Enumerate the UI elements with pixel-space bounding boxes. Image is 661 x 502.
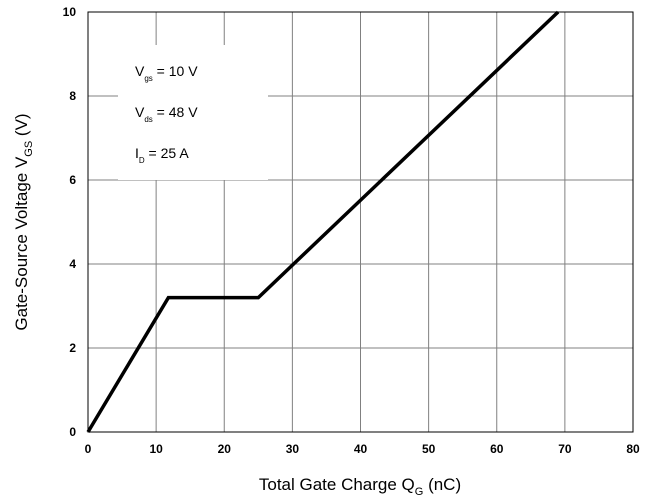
y-axis-title-sub: GS (23, 141, 35, 157)
y-tick-label: 2 (69, 341, 76, 355)
y-tick-label: 10 (63, 5, 77, 19)
annotation-value: = 25 A (145, 145, 190, 161)
x-tick-label: 70 (558, 442, 572, 456)
y-axis-title-tail: (V) (12, 113, 31, 140)
x-tick-label: 80 (626, 442, 640, 456)
x-axis-title-sub: G (415, 486, 424, 498)
x-axis-title-main: Total Gate Charge Q (259, 475, 415, 494)
x-axis-title-tail: (nC) (423, 475, 461, 494)
x-tick-label: 60 (490, 442, 504, 456)
x-tick-labels: 0 10 20 30 40 50 60 70 80 (85, 442, 640, 456)
y-tick-label: 8 (69, 89, 76, 103)
y-tick-label: 4 (69, 257, 76, 271)
y-tick-label: 6 (69, 173, 76, 187)
x-tick-label: 10 (149, 442, 163, 456)
y-tick-labels: 0 2 4 6 8 10 (63, 5, 77, 439)
x-tick-label: 30 (286, 442, 300, 456)
x-tick-label: 0 (85, 442, 92, 456)
x-tick-label: 20 (218, 442, 232, 456)
y-axis-title: Gate-Source Voltage VGS (V) (12, 113, 35, 330)
x-axis-title: Total Gate Charge QG (nC) (259, 475, 461, 498)
annotation-subscript: gs (144, 74, 152, 83)
x-tick-label: 40 (354, 442, 368, 456)
annotation-subscript: ds (144, 115, 152, 124)
y-axis-title-main: Gate-Source Voltage V (12, 156, 31, 331)
y-tick-label: 0 (69, 425, 76, 439)
annotation-value: = 48 V (153, 104, 198, 120)
annotation-value: = 10 V (153, 63, 198, 79)
x-tick-label: 50 (422, 442, 436, 456)
